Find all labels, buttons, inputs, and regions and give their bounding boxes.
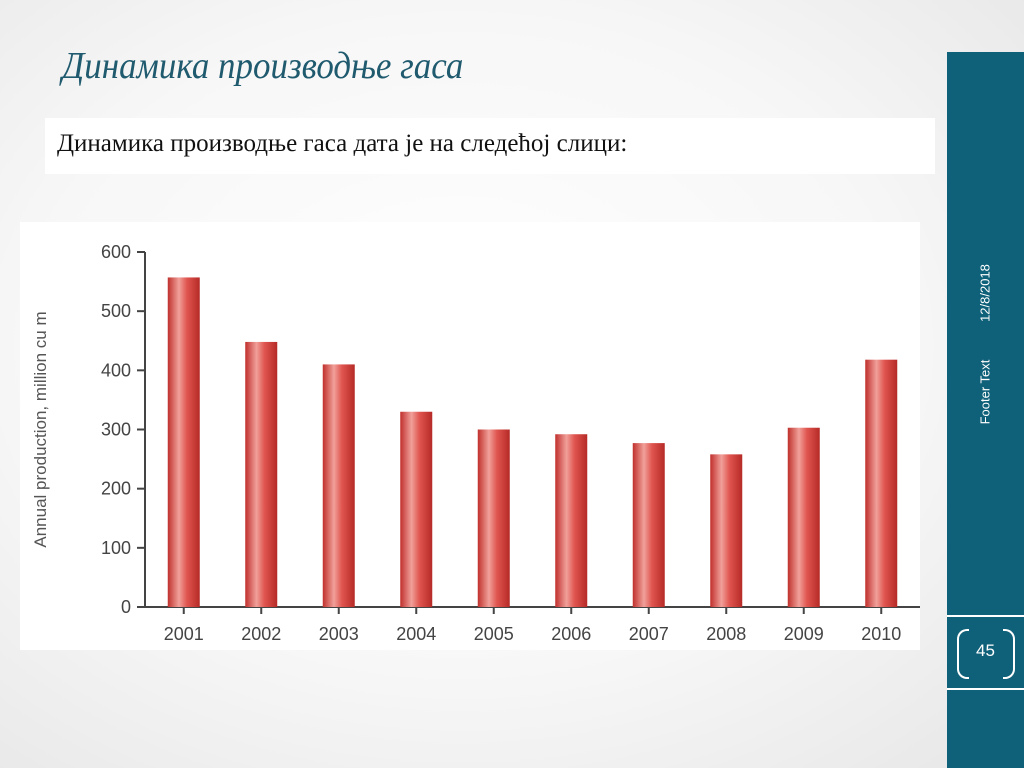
x-tick-label: 2001 [164,624,204,644]
bar-2001 [167,277,200,607]
footer-date: 12/8/2018 [977,264,993,322]
y-axis-label: Annual production, million cu m [31,311,50,547]
x-tick-labels: 2001 2002 2003 2004 2005 2006 2007 2008 2009 2010 [164,624,902,644]
bar-2009 [787,427,820,607]
bar-2010 [865,359,898,607]
bar-2006 [555,434,588,607]
bar-2004 [400,411,433,607]
y-tick-label: 300 [101,420,131,440]
footer-text: Footer Text [977,359,993,425]
y-tick-label: 400 [101,360,131,380]
x-tick-label: 2010 [861,624,901,644]
y-tick-labels: 0 100 200 300 400 500 600 [101,242,131,617]
y-tick-label: 500 [101,301,131,321]
x-tick-label: 2002 [241,624,281,644]
x-tick-label: 2007 [629,624,669,644]
bar-2002 [245,341,278,607]
y-tick-label: 200 [101,479,131,499]
chart-bars [167,277,898,607]
page-number-box: 45 [947,615,1024,690]
x-tick-label: 2008 [706,624,746,644]
bar-2008 [710,454,743,607]
body-text: Динамика производње гаса дата је на след… [57,130,628,157]
chart-image: Annual production, million cu m 2001 2002… [20,222,920,650]
x-tick-label: 2009 [784,624,824,644]
bar-2003 [322,364,355,607]
x-tick-label: 2004 [396,624,436,644]
bar-2007 [632,443,665,607]
x-tick-label: 2003 [319,624,359,644]
bar-2005 [477,429,510,607]
y-tick-label: 100 [101,538,131,558]
x-tick-label: 2005 [474,624,514,644]
right-bracket-icon [1003,629,1015,679]
slide-title: Динамика производње гаса [62,45,464,87]
left-bracket-icon [957,629,969,679]
y-tick-label: 0 [121,597,131,617]
bar-chart: Annual production, million cu m 2001 2002… [31,242,920,644]
text-box: Динамика производње гаса дата је на след… [45,118,935,174]
x-tick-label: 2006 [551,624,591,644]
page-number: 45 [976,641,995,660]
y-tick-label: 600 [101,242,131,262]
